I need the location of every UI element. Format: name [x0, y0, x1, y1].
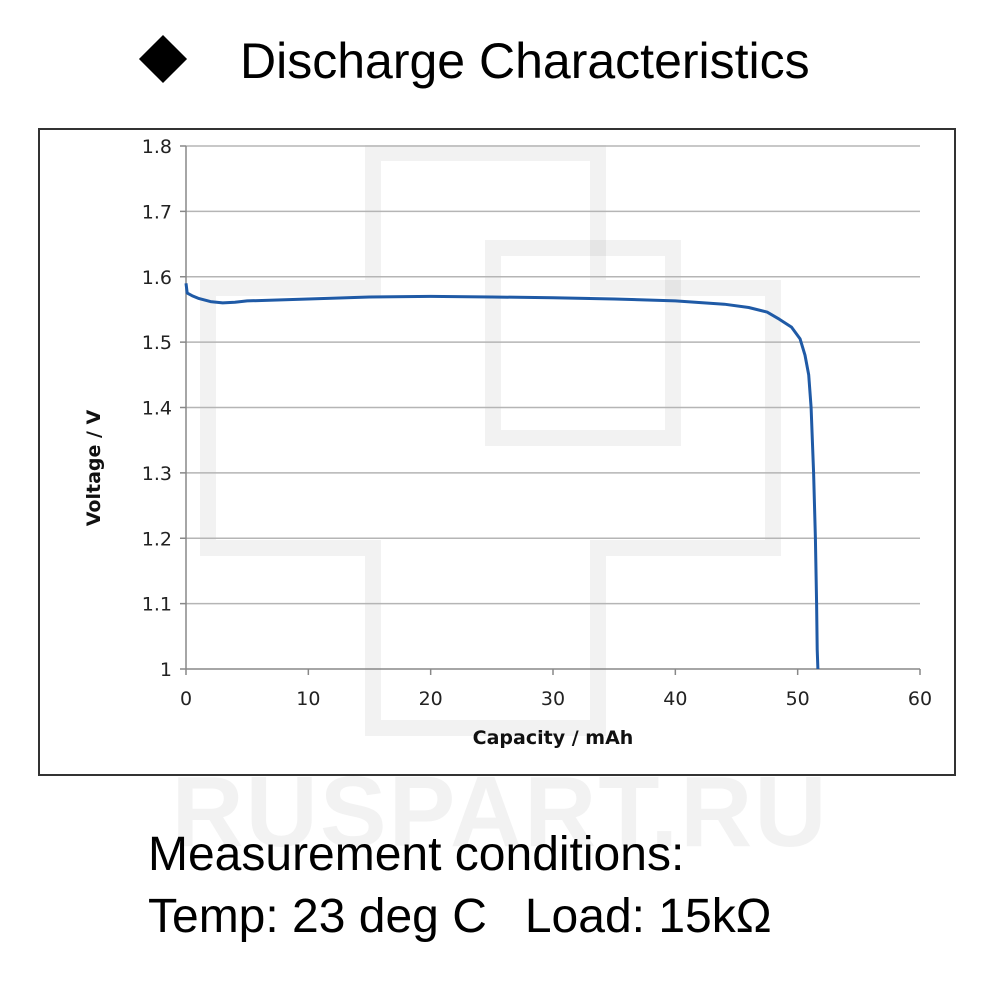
y-tick-label: 1.2: [142, 528, 172, 550]
y-tick-label: 1: [160, 659, 172, 681]
y-tick-label: 1.7: [142, 201, 172, 223]
y-tick-label: 1.1: [142, 594, 172, 616]
x-tick-label: 20: [419, 688, 443, 710]
y-tick-label: 1.5: [142, 332, 172, 354]
measurement-conditions: Measurement conditions: Temp: 23 deg C Lo…: [148, 824, 968, 948]
watermark-cross-icon: [200, 145, 781, 736]
heading: Discharge Characteristics: [0, 28, 1000, 98]
diamond-bullet-icon: [138, 34, 188, 84]
x-tick-label: 0: [180, 688, 192, 710]
x-tick-label: 10: [296, 688, 320, 710]
x-tick-label: 50: [786, 688, 810, 710]
discharge-chart: 11.11.21.31.41.51.61.71.8 0 10 20 30 40 50 60 …: [83, 136, 932, 749]
x-tick-labels: 0 10 20 30 40 50 60: [180, 688, 932, 710]
page-title: Discharge Characteristics: [240, 33, 810, 89]
axes: [180, 145, 921, 675]
load-label: Load: 15kΩ: [524, 890, 772, 943]
x-tick-label: 40: [663, 688, 687, 710]
conditions-heading: Measurement conditions:: [148, 828, 685, 881]
temp-label: Temp: 23 deg C: [148, 890, 487, 943]
y-tick-label: 1.8: [142, 136, 172, 158]
grid: [186, 145, 920, 605]
y-axis-title: Voltage / V: [83, 409, 105, 526]
series: [184, 283, 820, 670]
x-axis-title: Capacity / mAh: [473, 727, 634, 749]
y-tick-label: 1.3: [142, 463, 172, 485]
discharge-curve: [184, 283, 820, 670]
watermark-text: RUSPART.RU: [171, 756, 829, 868]
y-tick-labels: 1 1.1 1.2 1.3 1.4 1.5 1.6 1.7 1.8: [142, 136, 172, 681]
conditions-values: Temp: 23 deg C Load: 15kΩ: [148, 886, 968, 948]
x-tick-label: 30: [541, 688, 565, 710]
y-tick-label: 1.4: [142, 398, 172, 420]
chart-frame: [38, 128, 956, 776]
x-tick-label: 60: [908, 688, 932, 710]
y-tick-label: 1.6: [142, 267, 172, 289]
